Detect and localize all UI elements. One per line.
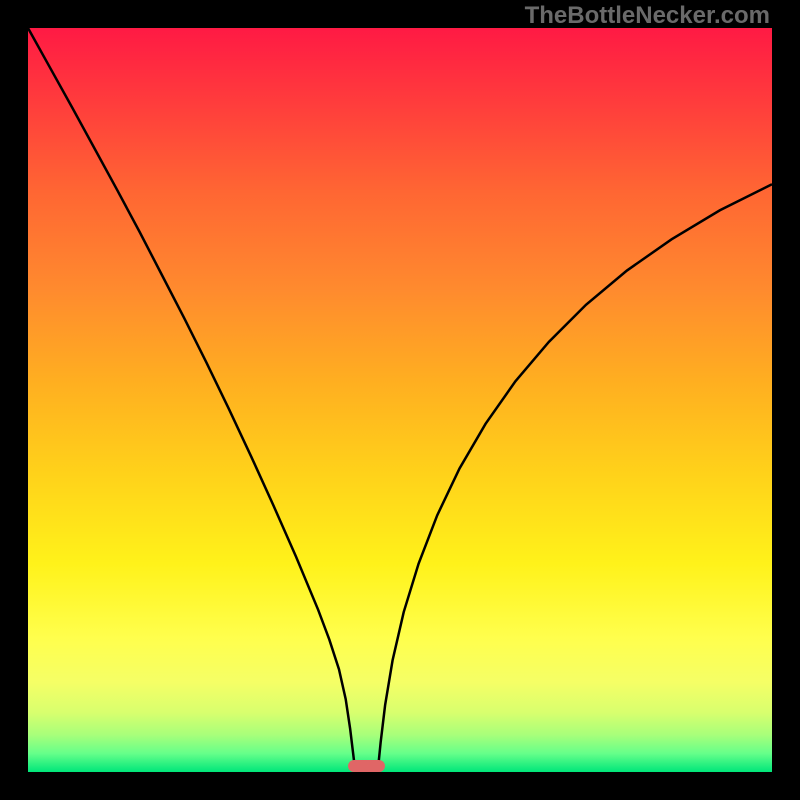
plot-area: [28, 28, 772, 772]
bottleneck-curve-right: [378, 184, 772, 772]
bottleneck-marker: [348, 760, 385, 772]
curve-layer: [28, 28, 772, 772]
chart-container: TheBottleNecker.com: [0, 0, 800, 800]
bottleneck-curve-left: [28, 28, 355, 772]
watermark-text: TheBottleNecker.com: [525, 2, 770, 30]
